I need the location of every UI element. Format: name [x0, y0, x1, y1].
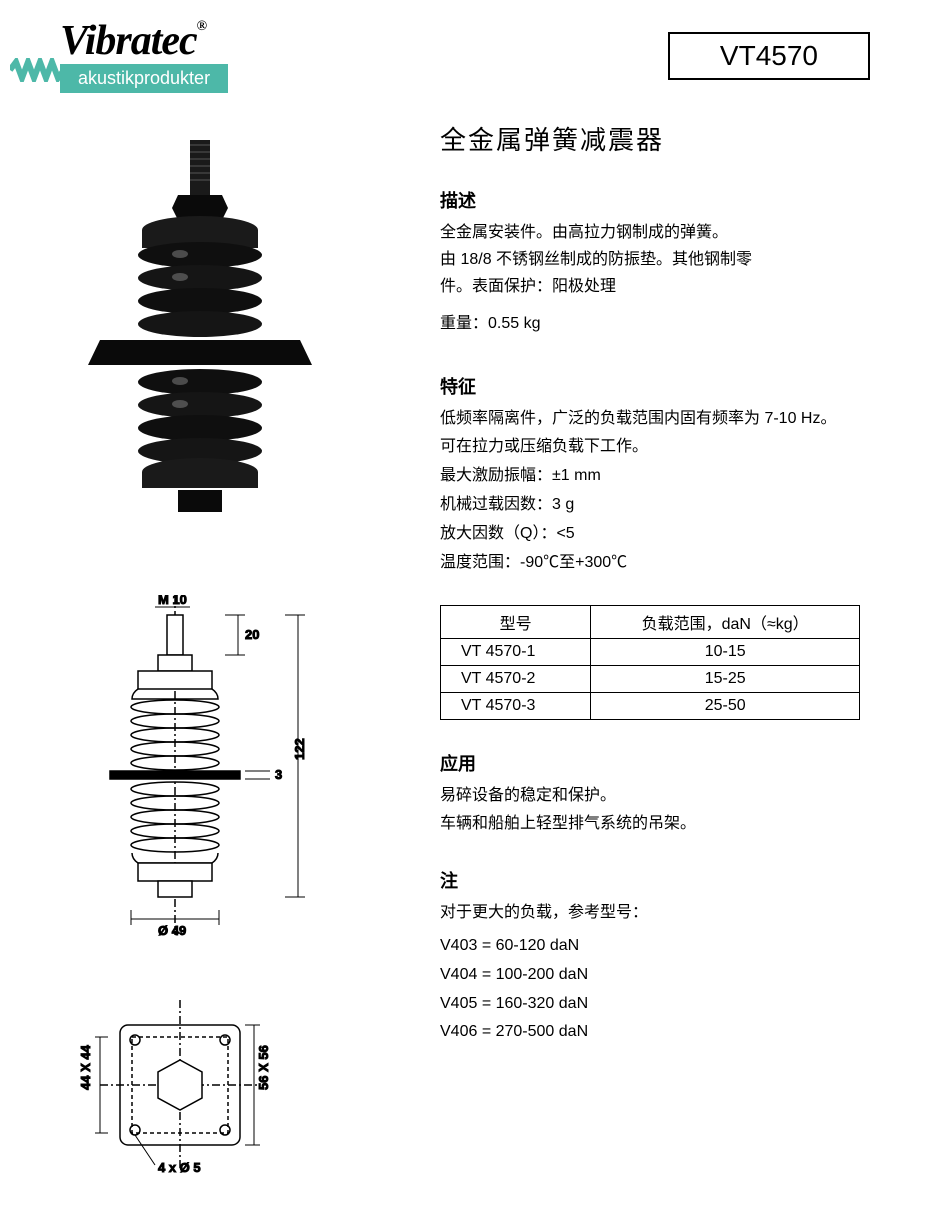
features-line6: 温度范围：-90℃至+300℃ — [440, 549, 880, 578]
dim-thread: M 10 — [158, 595, 187, 607]
features-line1: 低频率隔离件，广泛的负载范围内固有频率为 7-10 Hz。 — [440, 405, 880, 434]
logo-brand: Vibratec® — [60, 18, 206, 64]
technical-drawing-side: M 10 20 3 122 Ø 49 — [60, 595, 320, 955]
table-cell-range: 25-50 — [591, 693, 860, 720]
dim-base-inner: 44 X 44 — [78, 1044, 93, 1090]
load-table: 型号 负载范围，daN（≈kg） VT 4570-1 10-15 VT 4570… — [440, 605, 860, 720]
product-photo — [60, 130, 340, 540]
table-cell-model: VT 4570-3 — [441, 693, 591, 720]
description-line2: 由 18/8 不锈钢丝制成的防振垫。其他钢制零 — [440, 246, 880, 273]
notes-item: V404 = 100-200 daN — [440, 961, 880, 990]
application-line1: 易碎设备的稳定和保护。 — [440, 782, 880, 809]
notes-block: 注 对于更大的负载，参考型号： V403 = 60-120 daN V404 =… — [440, 867, 880, 1047]
features-line4: 机械过载因数：3 g — [440, 491, 880, 520]
table-cell-range: 10-15 — [591, 639, 860, 666]
table-col-model: 型号 — [441, 606, 591, 639]
notes-item: V406 = 270-500 daN — [440, 1018, 880, 1047]
weight-value: 0.55 kg — [488, 315, 540, 332]
logo-subtitle: akustikprodukter — [60, 64, 228, 93]
technical-drawing-top: 44 X 44 56 X 56 4 x Ø 5 — [60, 990, 290, 1190]
dim-total-h: 122 — [292, 738, 307, 760]
right-column: 全金属弹簧减震器 描述 全金属安装件。由高拉力钢制成的弹簧。 由 18/8 不锈… — [440, 120, 880, 1047]
notes-item: V405 = 160-320 daN — [440, 990, 880, 1019]
dim-holes: 4 x Ø 5 — [158, 1160, 201, 1175]
features-heading: 特征 — [440, 373, 880, 399]
description-heading: 描述 — [440, 187, 880, 213]
table-row: VT 4570-1 10-15 — [441, 639, 860, 666]
dim-diameter: Ø 49 — [158, 923, 186, 938]
table-header-row: 型号 负载范围，daN（≈kg） — [441, 606, 860, 639]
features-block: 特征 低频率隔离件，广泛的负载范围内固有频率为 7-10 Hz。 可在拉力或压缩… — [440, 373, 880, 578]
header: Vibratec® akustikprodukter VT4570 — [60, 20, 870, 93]
left-column: M 10 20 3 122 Ø 49 — [60, 130, 380, 1195]
dim-top-h: 20 — [245, 627, 259, 642]
table-cell-model: VT 4570-2 — [441, 666, 591, 693]
product-code: VT4570 — [668, 32, 870, 80]
table-col-range: 负载范围，daN（≈kg） — [591, 606, 860, 639]
main-title: 全金属弹簧减震器 — [440, 120, 880, 157]
weight-label: 重量： — [440, 315, 488, 332]
dim-mid-gap: 3 — [275, 767, 282, 782]
table-row: VT 4570-3 25-50 — [441, 693, 860, 720]
dim-base-outer: 56 X 56 — [256, 1045, 271, 1090]
table-cell-model: VT 4570-1 — [441, 639, 591, 666]
notes-list: V403 = 60-120 daN V404 = 100-200 daN V40… — [440, 932, 880, 1047]
features-line5: 放大因数（Q）：<5 — [440, 520, 880, 549]
logo: Vibratec® akustikprodukter — [60, 20, 228, 93]
application-line2: 车辆和船舶上轻型排气系统的吊架。 — [440, 810, 880, 837]
notes-intro: 对于更大的负载，参考型号： — [440, 899, 880, 926]
description-line1: 全金属安装件。由高拉力钢制成的弹簧。 — [440, 219, 880, 246]
description-line3: 件。表面保护：阳极处理 — [440, 273, 880, 300]
registered-mark: ® — [197, 19, 206, 34]
description-block: 描述 全金属安装件。由高拉力钢制成的弹簧。 由 18/8 不锈钢丝制成的防振垫。… — [440, 187, 880, 333]
notes-item: V403 = 60-120 daN — [440, 932, 880, 961]
features-line2: 可在拉力或压缩负载下工作。 — [440, 433, 880, 462]
application-block: 应用 易碎设备的稳定和保护。 车辆和船舶上轻型排气系统的吊架。 — [440, 750, 880, 836]
weight-line: 重量：0.55 kg — [440, 309, 880, 333]
features-line3: 最大激励振幅：±1 mm — [440, 462, 880, 491]
table-cell-range: 15-25 — [591, 666, 860, 693]
table-row: VT 4570-2 15-25 — [441, 666, 860, 693]
application-heading: 应用 — [440, 750, 880, 776]
notes-heading: 注 — [440, 867, 880, 893]
